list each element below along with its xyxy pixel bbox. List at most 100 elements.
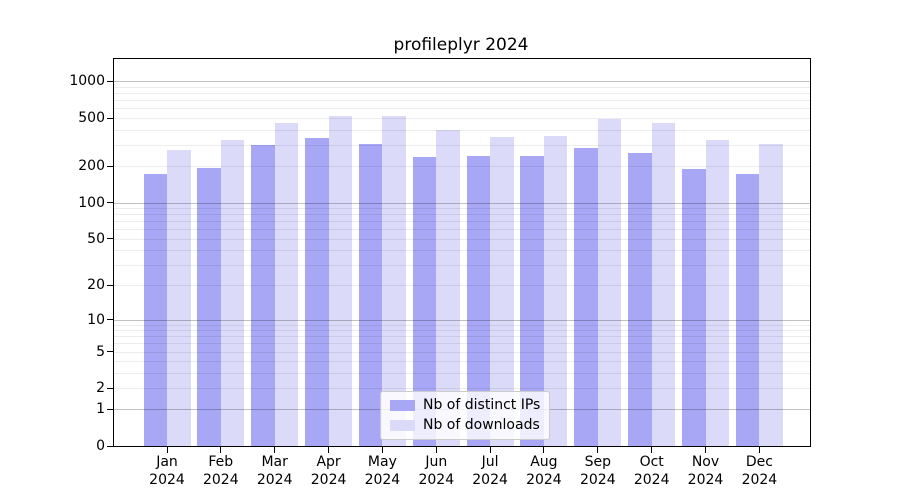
x-tick-label: Feb 2024 (190, 453, 252, 489)
x-tick-month: Feb (208, 454, 234, 470)
y-tick (107, 445, 113, 447)
y-tick (107, 202, 113, 203)
bar-distinct-ips-mar (251, 144, 275, 446)
y-tick (107, 117, 113, 119)
y-tick (107, 80, 113, 82)
bar-distinct-ips-jul (466, 155, 491, 446)
bar-distinct-ips-apr (305, 137, 329, 446)
legend-label-downloads: Nb of downloads (423, 417, 540, 433)
bar-distinct-ips-feb (197, 167, 221, 446)
minor-gridline (114, 108, 810, 110)
bar-downloads-jun (436, 130, 460, 446)
y-tick-label: 100 (78, 194, 105, 211)
x-tick-label: May 2024 (351, 453, 413, 489)
bar-downloads-may (382, 115, 406, 446)
x-tick-month: Apr (316, 454, 341, 470)
x-tick (220, 447, 222, 453)
bar-downloads-dec (759, 144, 783, 446)
x-tick-label: Jan 2024 (136, 453, 198, 489)
x-tick (597, 447, 599, 453)
minor-gridline (114, 93, 810, 95)
legend-label-distinct-ips: Nb of distinct IPs (423, 397, 541, 413)
y-tick (107, 319, 113, 320)
x-tick-month: Sep (584, 454, 611, 470)
y-tick-label: 20 (87, 277, 105, 294)
legend: Nb of distinct IPs Nb of downloads (380, 391, 551, 440)
y-tick-label: 0 (96, 438, 105, 454)
bar-downloads-sep (597, 119, 622, 446)
bar-downloads-feb (220, 140, 245, 446)
bar-downloads-aug (543, 136, 568, 446)
x-tick (435, 447, 437, 453)
x-tick (543, 447, 545, 453)
bar-downloads-jan (167, 150, 191, 446)
bar-downloads-nov (705, 140, 729, 446)
bar-distinct-ips-dec (735, 174, 760, 446)
x-tick-label: Jun 2024 (405, 453, 467, 489)
major-gridline (114, 81, 810, 83)
x-tick-month: Dec (745, 454, 773, 470)
bar-distinct-ips-jan (143, 173, 167, 446)
x-tick-year: 2024 (418, 472, 455, 488)
x-tick-year: 2024 (687, 472, 724, 488)
x-tick-label: Jul 2024 (459, 453, 521, 489)
x-tick-label: Oct 2024 (621, 453, 683, 489)
x-tick-year: 2024 (364, 472, 401, 488)
minor-gridline (114, 87, 810, 88)
legend-item-distinct-ips: Nb of distinct IPs (390, 398, 540, 413)
y-tick-label: 1000 (69, 73, 105, 90)
legend-item-downloads: Nb of downloads (390, 418, 540, 433)
bar-distinct-ips-may (358, 143, 383, 446)
bar-distinct-ips-aug (520, 156, 544, 446)
y-tick (107, 408, 113, 410)
x-tick (381, 447, 383, 453)
x-tick (328, 447, 330, 453)
y-tick-label: 1 (96, 401, 105, 418)
x-tick (274, 447, 276, 453)
x-tick-month: Aug (530, 454, 558, 470)
bar-distinct-ips-jun (412, 156, 437, 446)
y-tick-label: 2 (96, 380, 105, 396)
y-tick (107, 238, 113, 239)
x-tick-label: Aug 2024 (513, 453, 575, 489)
x-tick-year: 2024 (579, 472, 616, 488)
x-tick-year: 2024 (472, 472, 508, 488)
legend-swatch-downloads (390, 420, 415, 431)
minor-gridline (114, 118, 810, 119)
y-tick-label: 5 (96, 343, 105, 360)
chart-title: profileplyr 2024 (393, 35, 529, 55)
x-tick (651, 447, 653, 453)
bar-distinct-ips-nov (682, 169, 706, 446)
x-tick (489, 447, 491, 453)
x-tick (758, 447, 760, 453)
x-tick-month: Nov (691, 454, 720, 470)
bar-distinct-ips-sep (574, 147, 598, 446)
x-tick-month: Jan (156, 454, 178, 470)
x-tick-year: 2024 (310, 472, 347, 488)
x-tick-month: Oct (639, 454, 664, 470)
x-tick-year: 2024 (633, 472, 670, 488)
x-tick-label: Mar 2024 (244, 453, 306, 489)
x-tick-label: Sep 2024 (567, 453, 629, 489)
minor-gridline (114, 129, 810, 131)
bar-distinct-ips-oct (628, 152, 652, 446)
bar-downloads-oct (651, 123, 676, 446)
y-tick (107, 351, 113, 352)
x-tick-label: Nov 2024 (675, 453, 737, 489)
x-tick-month: Mar (261, 454, 288, 470)
bar-downloads-apr (328, 116, 353, 446)
x-tick-month: Jun (425, 454, 448, 470)
x-tick-month: Jul (481, 454, 499, 470)
legend-swatch-distinct-ips (390, 400, 415, 411)
x-tick-month: May (367, 454, 397, 470)
x-tick-year: 2024 (741, 472, 778, 488)
x-tick (705, 447, 706, 453)
minor-gridline (114, 100, 810, 102)
x-tick-year: 2024 (526, 472, 562, 488)
y-tick-label: 200 (78, 158, 105, 175)
y-tick (107, 387, 113, 389)
x-tick-year: 2024 (256, 472, 293, 488)
x-tick-label: Apr 2024 (298, 453, 360, 489)
bar-downloads-mar (274, 123, 299, 446)
